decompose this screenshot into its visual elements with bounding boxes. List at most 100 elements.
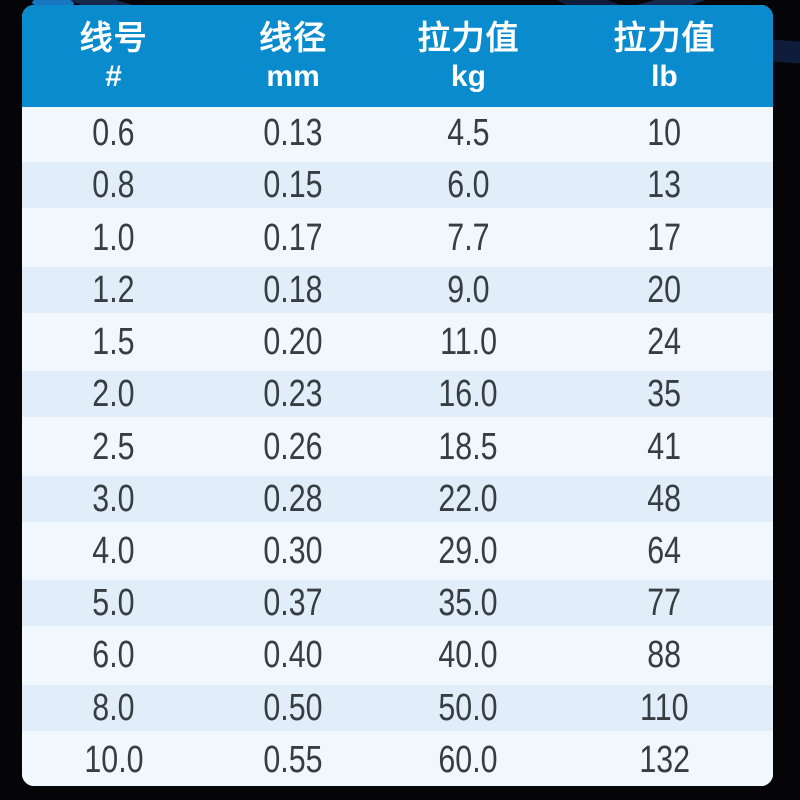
cell-value: 0.23 <box>263 373 323 416</box>
header-tension-kg: 拉力值 kg <box>381 5 556 107</box>
table-cell: 0.18 <box>205 264 381 316</box>
cell-value: 24 <box>647 321 682 364</box>
table-cell: 35 <box>556 368 773 420</box>
table-cell: 60.0 <box>381 734 556 786</box>
cell-value: 1.0 <box>92 216 135 259</box>
table-cell: 3.0 <box>22 473 205 525</box>
cell-value: 8.0 <box>92 686 135 729</box>
table-cell: 1.5 <box>22 316 205 368</box>
header-unit: lb <box>651 60 678 94</box>
cell-value: 17 <box>647 216 682 259</box>
table-row: 3.0 0.28 22.0 48 <box>22 472 773 525</box>
table-cell: 6.0 <box>381 159 556 211</box>
header-unit: # <box>105 60 122 94</box>
cell-value: 9.0 <box>447 268 490 311</box>
table-cell: 40.0 <box>381 629 556 681</box>
table-cell: 24 <box>556 316 773 368</box>
cell-value: 35 <box>647 373 682 416</box>
header-line-number: 线号 # <box>22 5 205 107</box>
cell-value: 10.0 <box>84 738 144 781</box>
cell-value: 4.5 <box>447 112 490 155</box>
table-row: 6.0 0.40 40.0 88 <box>22 629 773 682</box>
table-cell: 50.0 <box>381 682 556 734</box>
table-cell: 0.23 <box>205 368 381 420</box>
cell-value: 0.26 <box>263 425 323 468</box>
cell-value: 0.55 <box>263 738 323 781</box>
table-row: 1.0 0.17 7.7 17 <box>22 211 773 264</box>
cell-value: 0.40 <box>263 634 323 677</box>
table-body: 0.6 0.13 4.5 10 0.8 0.15 6.0 13 1.0 0.17 7.7 17 1.2 0… <box>22 107 773 786</box>
table-cell: 8.0 <box>22 682 205 734</box>
table-cell: 48 <box>556 473 773 525</box>
header-label: 拉力值 <box>613 19 716 57</box>
table-cell: 9.0 <box>381 264 556 316</box>
header-unit: mm <box>266 60 320 94</box>
cell-value: 41 <box>647 425 682 468</box>
cell-value: 13 <box>647 164 682 207</box>
table-row: 1.2 0.18 9.0 20 <box>22 263 773 316</box>
table-cell: 0.26 <box>205 420 381 472</box>
cell-value: 77 <box>647 582 682 625</box>
table-cell: 2.5 <box>22 420 205 472</box>
cell-value: 22.0 <box>438 477 499 520</box>
table-cell: 4.0 <box>22 525 205 577</box>
cell-value: 1.2 <box>92 268 135 311</box>
cell-value: 2.0 <box>92 373 135 416</box>
table-cell: 7.7 <box>381 211 556 263</box>
cell-value: 11.0 <box>439 321 497 364</box>
cell-value: 3.0 <box>92 477 135 520</box>
cell-value: 0.28 <box>263 477 323 520</box>
table-cell: 0.37 <box>205 577 381 629</box>
table-cell: 0.55 <box>205 734 381 786</box>
table-cell: 0.50 <box>205 682 381 734</box>
table-cell: 5.0 <box>22 577 205 629</box>
table-row: 2.0 0.23 16.0 35 <box>22 368 773 421</box>
table-row: 2.5 0.26 18.5 41 <box>22 420 773 473</box>
header-line-diameter: 线径 mm <box>205 5 381 107</box>
table-cell: 0.8 <box>22 159 205 211</box>
table-cell: 13 <box>556 159 773 211</box>
cell-value: 7.7 <box>447 216 490 259</box>
table-cell: 41 <box>556 420 773 472</box>
cell-value: 48 <box>647 477 682 520</box>
table-row: 0.6 0.13 4.5 10 <box>22 107 773 160</box>
cell-value: 29.0 <box>438 529 499 572</box>
cell-value: 6.0 <box>447 164 490 207</box>
table-cell: 132 <box>556 734 773 786</box>
cell-value: 88 <box>647 634 682 677</box>
table-cell: 0.15 <box>205 159 381 211</box>
table-cell: 6.0 <box>22 629 205 681</box>
cell-value: 0.18 <box>263 268 323 311</box>
cell-value: 0.8 <box>92 164 135 207</box>
cell-value: 2.5 <box>92 425 135 468</box>
cell-value: 16.0 <box>438 373 499 416</box>
table-cell: 0.13 <box>205 107 381 159</box>
table-header-row: 线号 # 线径 mm 拉力值 kg 拉力值 lb <box>22 5 773 107</box>
table-cell: 0.40 <box>205 629 381 681</box>
table-row: 1.5 0.20 11.0 24 <box>22 315 773 369</box>
cell-value: 1.5 <box>92 321 135 364</box>
header-label: 拉力值 <box>417 19 520 57</box>
table-cell: 0.6 <box>22 107 205 159</box>
table-cell: 20 <box>556 264 773 316</box>
table-cell: 0.20 <box>205 316 381 368</box>
cell-value: 0.15 <box>263 164 323 207</box>
table-cell: 18.5 <box>381 420 556 472</box>
table-cell: 22.0 <box>381 473 556 525</box>
header-unit: kg <box>450 60 486 94</box>
cell-value: 60.0 <box>438 738 499 781</box>
cell-value: 35.0 <box>438 582 499 625</box>
header-tension-lb: 拉力值 lb <box>556 5 773 107</box>
table-cell: 11.0 <box>381 316 556 368</box>
table-cell: 1.0 <box>22 211 205 263</box>
table-cell: 77 <box>556 577 773 629</box>
spec-table-panel: 线号 # 线径 mm 拉力值 kg 拉力值 lb 0.6 0.13 4.5 10 0.8… <box>22 5 773 786</box>
table-row: 4.0 0.30 29.0 64 <box>22 524 773 578</box>
cell-value: 0.20 <box>263 321 323 364</box>
table-cell: 0.17 <box>205 211 381 263</box>
cell-value: 0.37 <box>263 582 323 625</box>
table-row: 5.0 0.37 35.0 77 <box>22 577 773 630</box>
cell-value: 50.0 <box>438 686 499 729</box>
cell-value: 6.0 <box>92 634 135 677</box>
cell-value: 4.0 <box>92 529 135 572</box>
